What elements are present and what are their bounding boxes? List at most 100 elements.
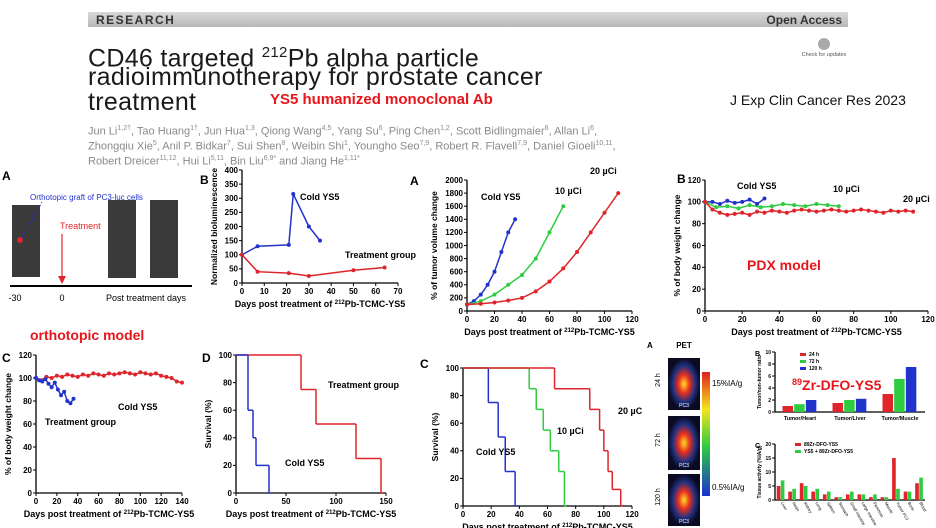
point	[465, 302, 469, 307]
point	[506, 282, 511, 287]
point	[291, 192, 296, 197]
bar	[838, 497, 843, 500]
y-tick-label: 60	[692, 241, 701, 250]
point	[255, 269, 260, 274]
bar	[896, 488, 900, 500]
bar	[822, 494, 827, 500]
y-tick-label: 1800	[445, 189, 463, 198]
y-tick-label: 100	[225, 251, 239, 260]
bar	[782, 406, 793, 412]
y-tick-label: 0	[28, 489, 33, 498]
mouse-image	[12, 205, 40, 277]
y-tick-label: 10	[765, 470, 771, 476]
point	[866, 208, 871, 213]
bar	[907, 491, 912, 500]
series-label: Treatment group	[328, 380, 400, 390]
point	[888, 208, 893, 213]
x-label-text: Days post treatment of	[235, 299, 335, 309]
point	[112, 372, 117, 377]
y-tick-label: 1600	[445, 202, 463, 211]
tumor-label: PC3	[679, 463, 689, 469]
point	[43, 377, 48, 382]
bar	[873, 494, 877, 500]
affiliation: 6,9*	[263, 155, 277, 162]
point	[75, 374, 80, 379]
affiliation: 11,12	[159, 155, 177, 162]
point	[351, 268, 356, 273]
y-tick-label: 20	[765, 442, 771, 448]
point	[492, 269, 497, 274]
x-label-text: Days post treatment of	[226, 509, 326, 519]
series-label: 10 µCi	[833, 184, 860, 194]
point	[725, 198, 730, 203]
y-tick-label: 2	[768, 398, 771, 404]
x-label-sup: 212	[564, 328, 575, 334]
point	[513, 217, 518, 222]
x-tick-label: 60	[545, 315, 554, 324]
point	[60, 374, 65, 379]
author-name: Robert Dreicer	[88, 155, 160, 168]
pet-panel: A PET 24 h 72 h 120 h PC3 PC3 PC3 15%IA/…	[647, 341, 744, 526]
x-tick-label: 20	[282, 287, 291, 296]
point	[799, 207, 804, 212]
point	[725, 212, 730, 217]
point	[499, 250, 504, 255]
point	[859, 207, 864, 212]
title-sup: 212	[261, 44, 288, 61]
point	[117, 371, 122, 376]
probe-sup: 89	[792, 377, 802, 387]
legend-swatch	[795, 450, 801, 453]
point	[55, 387, 60, 392]
point	[561, 204, 566, 209]
bar	[811, 491, 815, 500]
point	[91, 371, 96, 376]
x-tick-label: 50	[282, 497, 291, 506]
x-tick-label: 150	[379, 497, 393, 506]
point	[159, 373, 164, 378]
x-tick-label: Bone	[907, 501, 916, 512]
series-label: Treatment group	[45, 417, 117, 427]
point	[520, 272, 524, 277]
bar	[799, 483, 804, 500]
y-tick-label: 80	[692, 219, 701, 228]
section: RESEARCH	[96, 13, 175, 27]
point	[747, 203, 752, 208]
bar	[792, 488, 796, 500]
y-tick-label: 200	[450, 294, 464, 303]
y-tick-label: 100	[688, 198, 702, 207]
separator: ,	[223, 155, 231, 168]
point	[52, 380, 57, 385]
x-tick-label: 20	[490, 315, 499, 324]
point	[561, 266, 566, 271]
badge-text: Check for updates	[802, 52, 847, 58]
y-axis-label: Survival (%)	[430, 413, 440, 462]
bar	[850, 491, 854, 500]
x-tick-label: 40	[73, 497, 82, 506]
probe-name: Zr-DFO-YS5	[802, 377, 882, 393]
y-tick-label: 80	[450, 391, 459, 400]
y-axis-label: % of body weight change	[672, 194, 682, 296]
y-tick-label: 600	[450, 268, 464, 277]
author-name: Ping Chen	[388, 125, 441, 138]
series-label: 20 µC	[618, 406, 643, 416]
x-tick-label: Blood	[918, 501, 927, 512]
point	[65, 372, 70, 377]
point	[533, 289, 538, 294]
separator: ,	[285, 140, 292, 153]
title-line: CD46 targeted 212Pb alpha particle	[88, 40, 479, 71]
x-label-sup: 212	[562, 523, 573, 528]
title-line: treatment	[88, 88, 197, 116]
y-tick-label: 0	[459, 307, 464, 316]
point	[96, 372, 101, 377]
author-name: Qiong Wang	[260, 125, 322, 138]
point	[781, 202, 786, 207]
subtitle: YS5 humanized monoclonal Ab	[270, 91, 493, 108]
point	[740, 210, 745, 215]
bar	[892, 458, 896, 500]
point	[803, 204, 808, 209]
separator: ,	[176, 155, 183, 168]
point	[758, 205, 763, 210]
point	[65, 399, 70, 403]
point	[736, 206, 741, 211]
bar	[794, 404, 805, 412]
